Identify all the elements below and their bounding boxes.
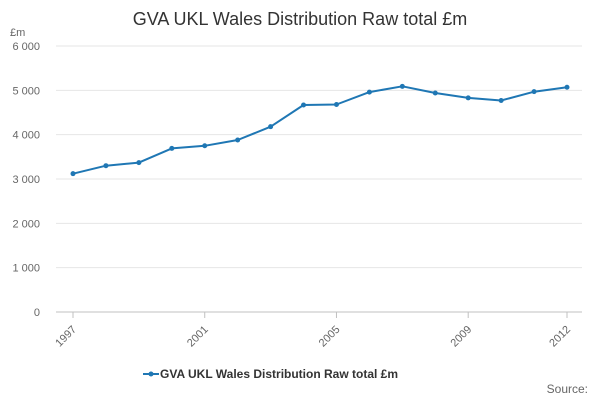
y-tick-label: 5 000 <box>12 85 40 97</box>
data-point[interactable] <box>399 83 405 89</box>
data-point[interactable] <box>366 89 372 95</box>
legend-swatch-marker <box>148 371 154 377</box>
data-point[interactable] <box>432 90 438 96</box>
x-tick-label: 2005 <box>317 324 343 350</box>
x-tick-label: 2001 <box>185 324 211 350</box>
data-point[interactable] <box>103 163 109 169</box>
y-axis-unit-label: £m <box>10 27 25 39</box>
data-point[interactable] <box>235 137 241 143</box>
y-tick-label: 1 000 <box>12 263 40 275</box>
data-point[interactable] <box>301 102 307 108</box>
data-point[interactable] <box>498 98 504 104</box>
y-axis-ticks: 0 1 000 2 000 3 000 4 000 5 000 6 000 <box>12 41 40 319</box>
x-tick-label: 2012 <box>547 324 573 350</box>
series-line[interactable] <box>72 85 568 175</box>
y-tick-label: 0 <box>34 307 40 319</box>
legend[interactable]: GVA UKL Wales Distribution Raw total £m <box>143 367 398 381</box>
y-tick-label: 3 000 <box>12 174 40 186</box>
data-point[interactable] <box>564 84 570 90</box>
y-tick-label: 4 000 <box>12 130 40 142</box>
data-point[interactable] <box>531 89 537 95</box>
data-point[interactable] <box>268 124 274 130</box>
y-tick-label: 6 000 <box>12 41 40 53</box>
data-point[interactable] <box>136 160 142 166</box>
data-point[interactable] <box>202 143 208 149</box>
data-point[interactable] <box>70 171 76 177</box>
legend-label[interactable]: GVA UKL Wales Distribution Raw total £m <box>160 367 398 381</box>
x-tick-label: 1997 <box>53 324 79 350</box>
x-tick-label: 2009 <box>449 324 475 350</box>
x-axis: 1997 2001 2005 2009 2012 <box>53 311 582 350</box>
series-layer <box>70 83 570 177</box>
chart-title: GVA UKL Wales Distribution Raw total £m <box>133 9 467 29</box>
y-tick-label: 2 000 <box>12 218 40 230</box>
data-point[interactable] <box>465 95 471 101</box>
data-point[interactable] <box>333 102 339 108</box>
data-point[interactable] <box>169 145 175 151</box>
gridlines <box>56 45 582 313</box>
source-label: Source: <box>547 382 588 396</box>
